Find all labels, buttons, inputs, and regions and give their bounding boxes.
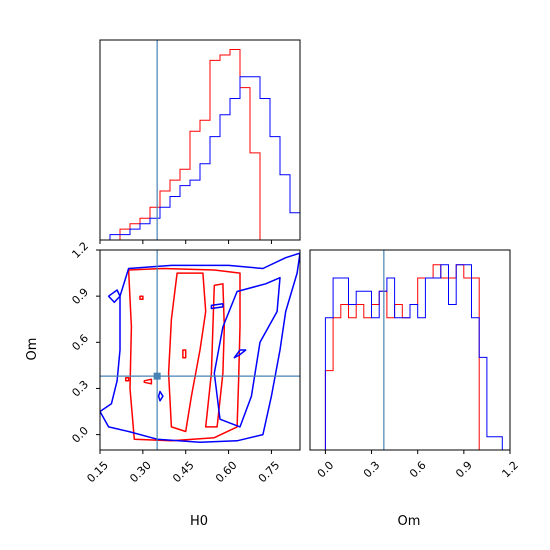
h0-x-tick-label: 0.15 [84,459,111,486]
h0-histogram-frame [99,39,301,241]
h0-x-tick-label: 0.60 [213,459,240,486]
h0-histogram-blue [100,76,300,240]
om-y-tick-label: 0.3 [69,378,91,400]
x-axis-label-h0: H0 [190,514,208,529]
om-histogram-blue [317,264,510,450]
contour-blue-10 [210,303,224,310]
contour-frame [99,249,301,451]
x-axis-label-om: Om [398,514,421,529]
om-histogram-frame [309,249,511,451]
om-y-tick-label: 0.6 [69,332,91,354]
om-x-tick-label: 0.0 [315,459,337,481]
contour-blue-12 [157,390,164,402]
om-y-tick-label: 1.2 [69,239,91,261]
contour-blue-11 [233,349,247,359]
om-x-tick-label: 0.3 [361,459,383,481]
h0-x-tick-label: 0.30 [127,459,154,486]
om-histogram-red [324,264,487,450]
contour-blue-7 [100,252,300,444]
y-axis-label-om: Om [25,338,40,361]
contour-red-5 [182,349,187,359]
h0-x-tick-label: 0.75 [256,459,283,486]
om-histogram-panel: 0.0 0.3 0.6 0.9 1.2 [309,249,521,481]
h0-x-tick-label: 0.45 [170,459,197,486]
om-y-tick-label: 0.0 [69,424,91,446]
contour-red-0 [127,267,241,442]
contour-blue-9 [107,289,121,304]
contour-blue-8 [213,276,281,428]
h0-histogram-red [100,49,300,240]
om-x-tick-label: 1.2 [499,459,521,481]
h0-om-contour-panel: 0.15 0.30 0.45 0.60 0.75 0.0 0.3 0.6 0.9 1.2 [69,239,301,486]
contour-red-1 [167,272,207,433]
contour-red-4 [124,376,130,382]
contour-red-6 [139,295,144,300]
truth-marker [153,372,161,380]
om-x-tick-label: 0.6 [407,459,429,481]
contour-red-3 [143,378,153,385]
h0-histogram-panel [99,39,301,244]
contour-red-2 [204,283,226,428]
om-x-tick-label: 0.9 [453,459,475,481]
om-y-tick-label: 0.9 [69,286,91,308]
